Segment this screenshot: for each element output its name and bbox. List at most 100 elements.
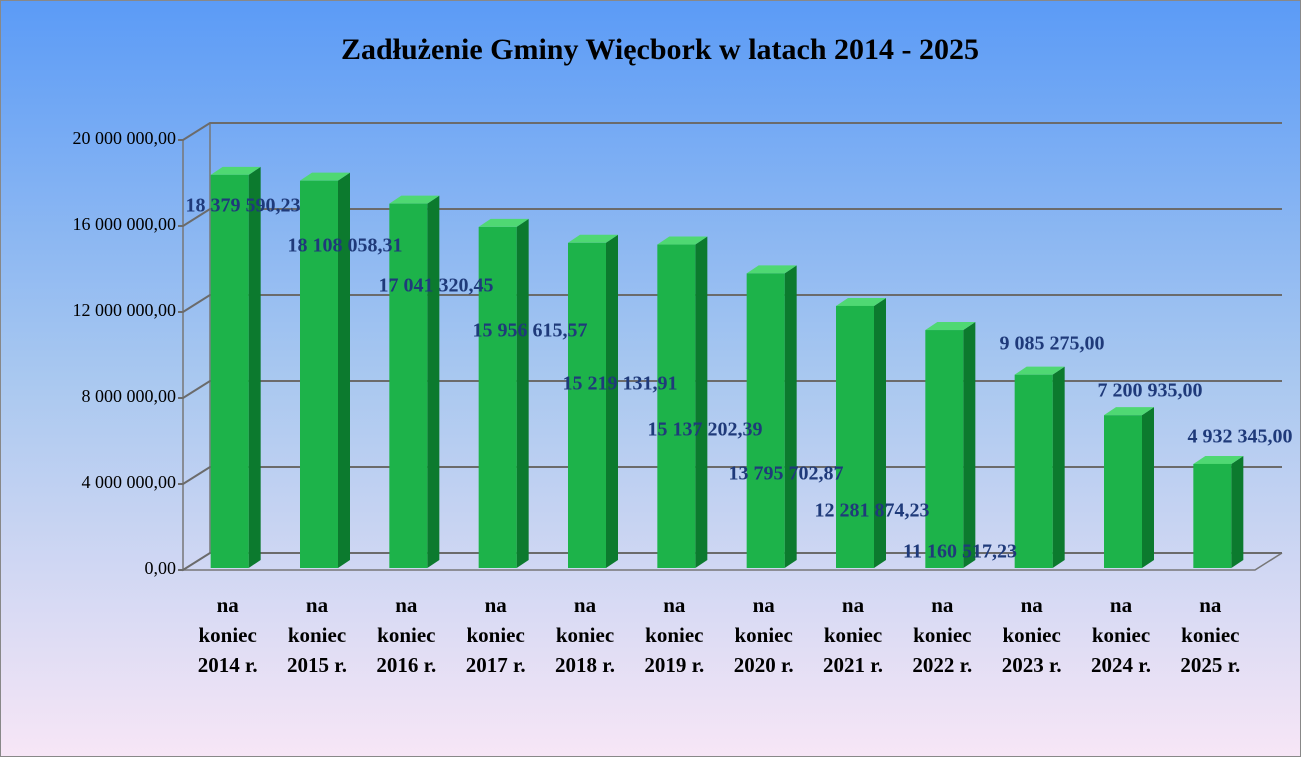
y-tick-label: 4 000 000,00 [82, 472, 177, 492]
bar-top [478, 218, 529, 227]
x-tick-label-line: koniec [1002, 623, 1060, 647]
grid-line [178, 552, 1282, 571]
grid-line [178, 208, 1282, 227]
data-label: 7 200 935,00 [1098, 380, 1203, 402]
y-tick-label: 12 000 000,00 [73, 300, 177, 320]
bar-side [784, 265, 797, 568]
bar [746, 273, 785, 568]
x-tick-label-line: koniec [824, 623, 882, 647]
data-label: 17 041 320,45 [379, 275, 494, 297]
data-label: 15 956 615,57 [473, 320, 588, 342]
bar-side [516, 218, 529, 568]
x-tick-label: na koniec 2023 r. [1002, 593, 1062, 677]
bar-side [1231, 455, 1244, 568]
bar [210, 174, 249, 568]
bar [1104, 415, 1142, 568]
x-tick-label-line: 2023 r. [1002, 653, 1062, 677]
x-tick-label-line: 2024 r. [1091, 653, 1151, 677]
bar [836, 305, 874, 568]
data-label: 18 379 590,23 [186, 195, 301, 217]
bar-top [746, 265, 797, 274]
bar [300, 180, 338, 568]
x-tick-label: na koniec 2025 r. [1180, 593, 1240, 677]
bar-side [338, 172, 350, 568]
x-tick-label-line: na [753, 593, 776, 617]
bar-side [427, 195, 440, 568]
grid-line [178, 122, 1282, 141]
bar-side [963, 322, 976, 568]
x-tick-label-line: koniec [913, 623, 971, 647]
x-tick-label: na koniec 2024 r. [1091, 593, 1151, 677]
chart-title: Zadłużenie Gminy Więcbork w latach 2014 … [341, 33, 979, 66]
x-tick-label-line: 2016 r. [376, 653, 436, 677]
bar [925, 330, 964, 568]
bar-side [1052, 366, 1065, 568]
data-label: 13 795 702,87 [729, 463, 844, 485]
x-tick-label-line: na [574, 593, 597, 617]
x-tick-label-line: 2014 r. [198, 653, 258, 677]
bar-top [1193, 455, 1244, 464]
x-tick-label-line: 2025 r. [1180, 653, 1240, 677]
bar-top [1014, 366, 1065, 375]
x-tick-label-line: na [842, 593, 865, 617]
x-tick-label-line: koniec [734, 623, 792, 647]
x-tick-label: na koniec 2022 r. [912, 593, 972, 677]
bar-side [248, 166, 261, 568]
x-tick-label-line: koniec [1092, 623, 1150, 647]
bar [1193, 463, 1232, 568]
x-tick-label-line: 2015 r. [287, 653, 347, 677]
x-tick-label: na koniec 2020 r. [734, 593, 794, 677]
x-tick-label-line: koniec [466, 623, 524, 647]
data-label: 15 137 202,39 [648, 419, 763, 441]
x-tick-label-line: na [306, 593, 329, 617]
grid-line [178, 380, 1282, 399]
x-tick-label: na koniec 2019 r. [644, 593, 704, 677]
x-tick-label-line: 2019 r. [644, 653, 704, 677]
bar-top [210, 166, 261, 175]
data-label: 15 219 131,91 [563, 373, 678, 395]
x-tick-label-line: koniec [556, 623, 614, 647]
x-tick-label-line: koniec [377, 623, 435, 647]
x-tick-label-line: 2018 r. [555, 653, 615, 677]
x-tick-label-line: koniec [288, 623, 346, 647]
y-tick-label: 8 000 000,00 [82, 386, 177, 406]
x-tick-label-line: koniec [1181, 623, 1239, 647]
data-label: 9 085 275,00 [1000, 333, 1105, 355]
bar-side [606, 234, 618, 568]
x-tick-label-line: 2022 r. [912, 653, 972, 677]
bar [389, 203, 428, 568]
bar-top [1104, 407, 1154, 416]
x-tick-label: na koniec 2014 r. [198, 593, 258, 677]
x-tick-label-line: koniec [198, 623, 256, 647]
data-label: 12 281 874,23 [815, 500, 930, 522]
x-tick-label: na koniec 2021 r. [823, 593, 883, 677]
bar-top [568, 234, 618, 243]
x-tick-label-line: na [1199, 593, 1222, 617]
bar-top [389, 195, 440, 204]
x-tick-label-line: koniec [645, 623, 703, 647]
data-label: 4 932 345,00 [1188, 426, 1293, 448]
x-tick-label-line: na [217, 593, 240, 617]
x-tick-label: na koniec 2015 r. [287, 593, 347, 677]
bar-top [657, 236, 708, 245]
x-tick-label-line: na [395, 593, 418, 617]
bar-side [874, 297, 886, 568]
bar-side [1142, 407, 1154, 568]
x-tick-label: na koniec 2016 r. [376, 593, 436, 677]
x-tick-label-line: na [485, 593, 508, 617]
data-label: 18 108 058,31 [288, 235, 403, 257]
grid-line [178, 294, 1282, 313]
x-tick-label-line: 2020 r. [734, 653, 794, 677]
bar [478, 226, 517, 568]
x-tick-label-line: na [1110, 593, 1133, 617]
bar-top [836, 297, 886, 306]
bar [657, 244, 696, 568]
bar-top [925, 322, 976, 331]
bar [568, 242, 606, 568]
x-tick-label: na koniec 2018 r. [555, 593, 615, 677]
x-tick-label: na koniec 2017 r. [466, 593, 526, 677]
bar [1014, 374, 1053, 568]
x-tick-label-line: 2017 r. [466, 653, 526, 677]
floor [183, 552, 1283, 571]
